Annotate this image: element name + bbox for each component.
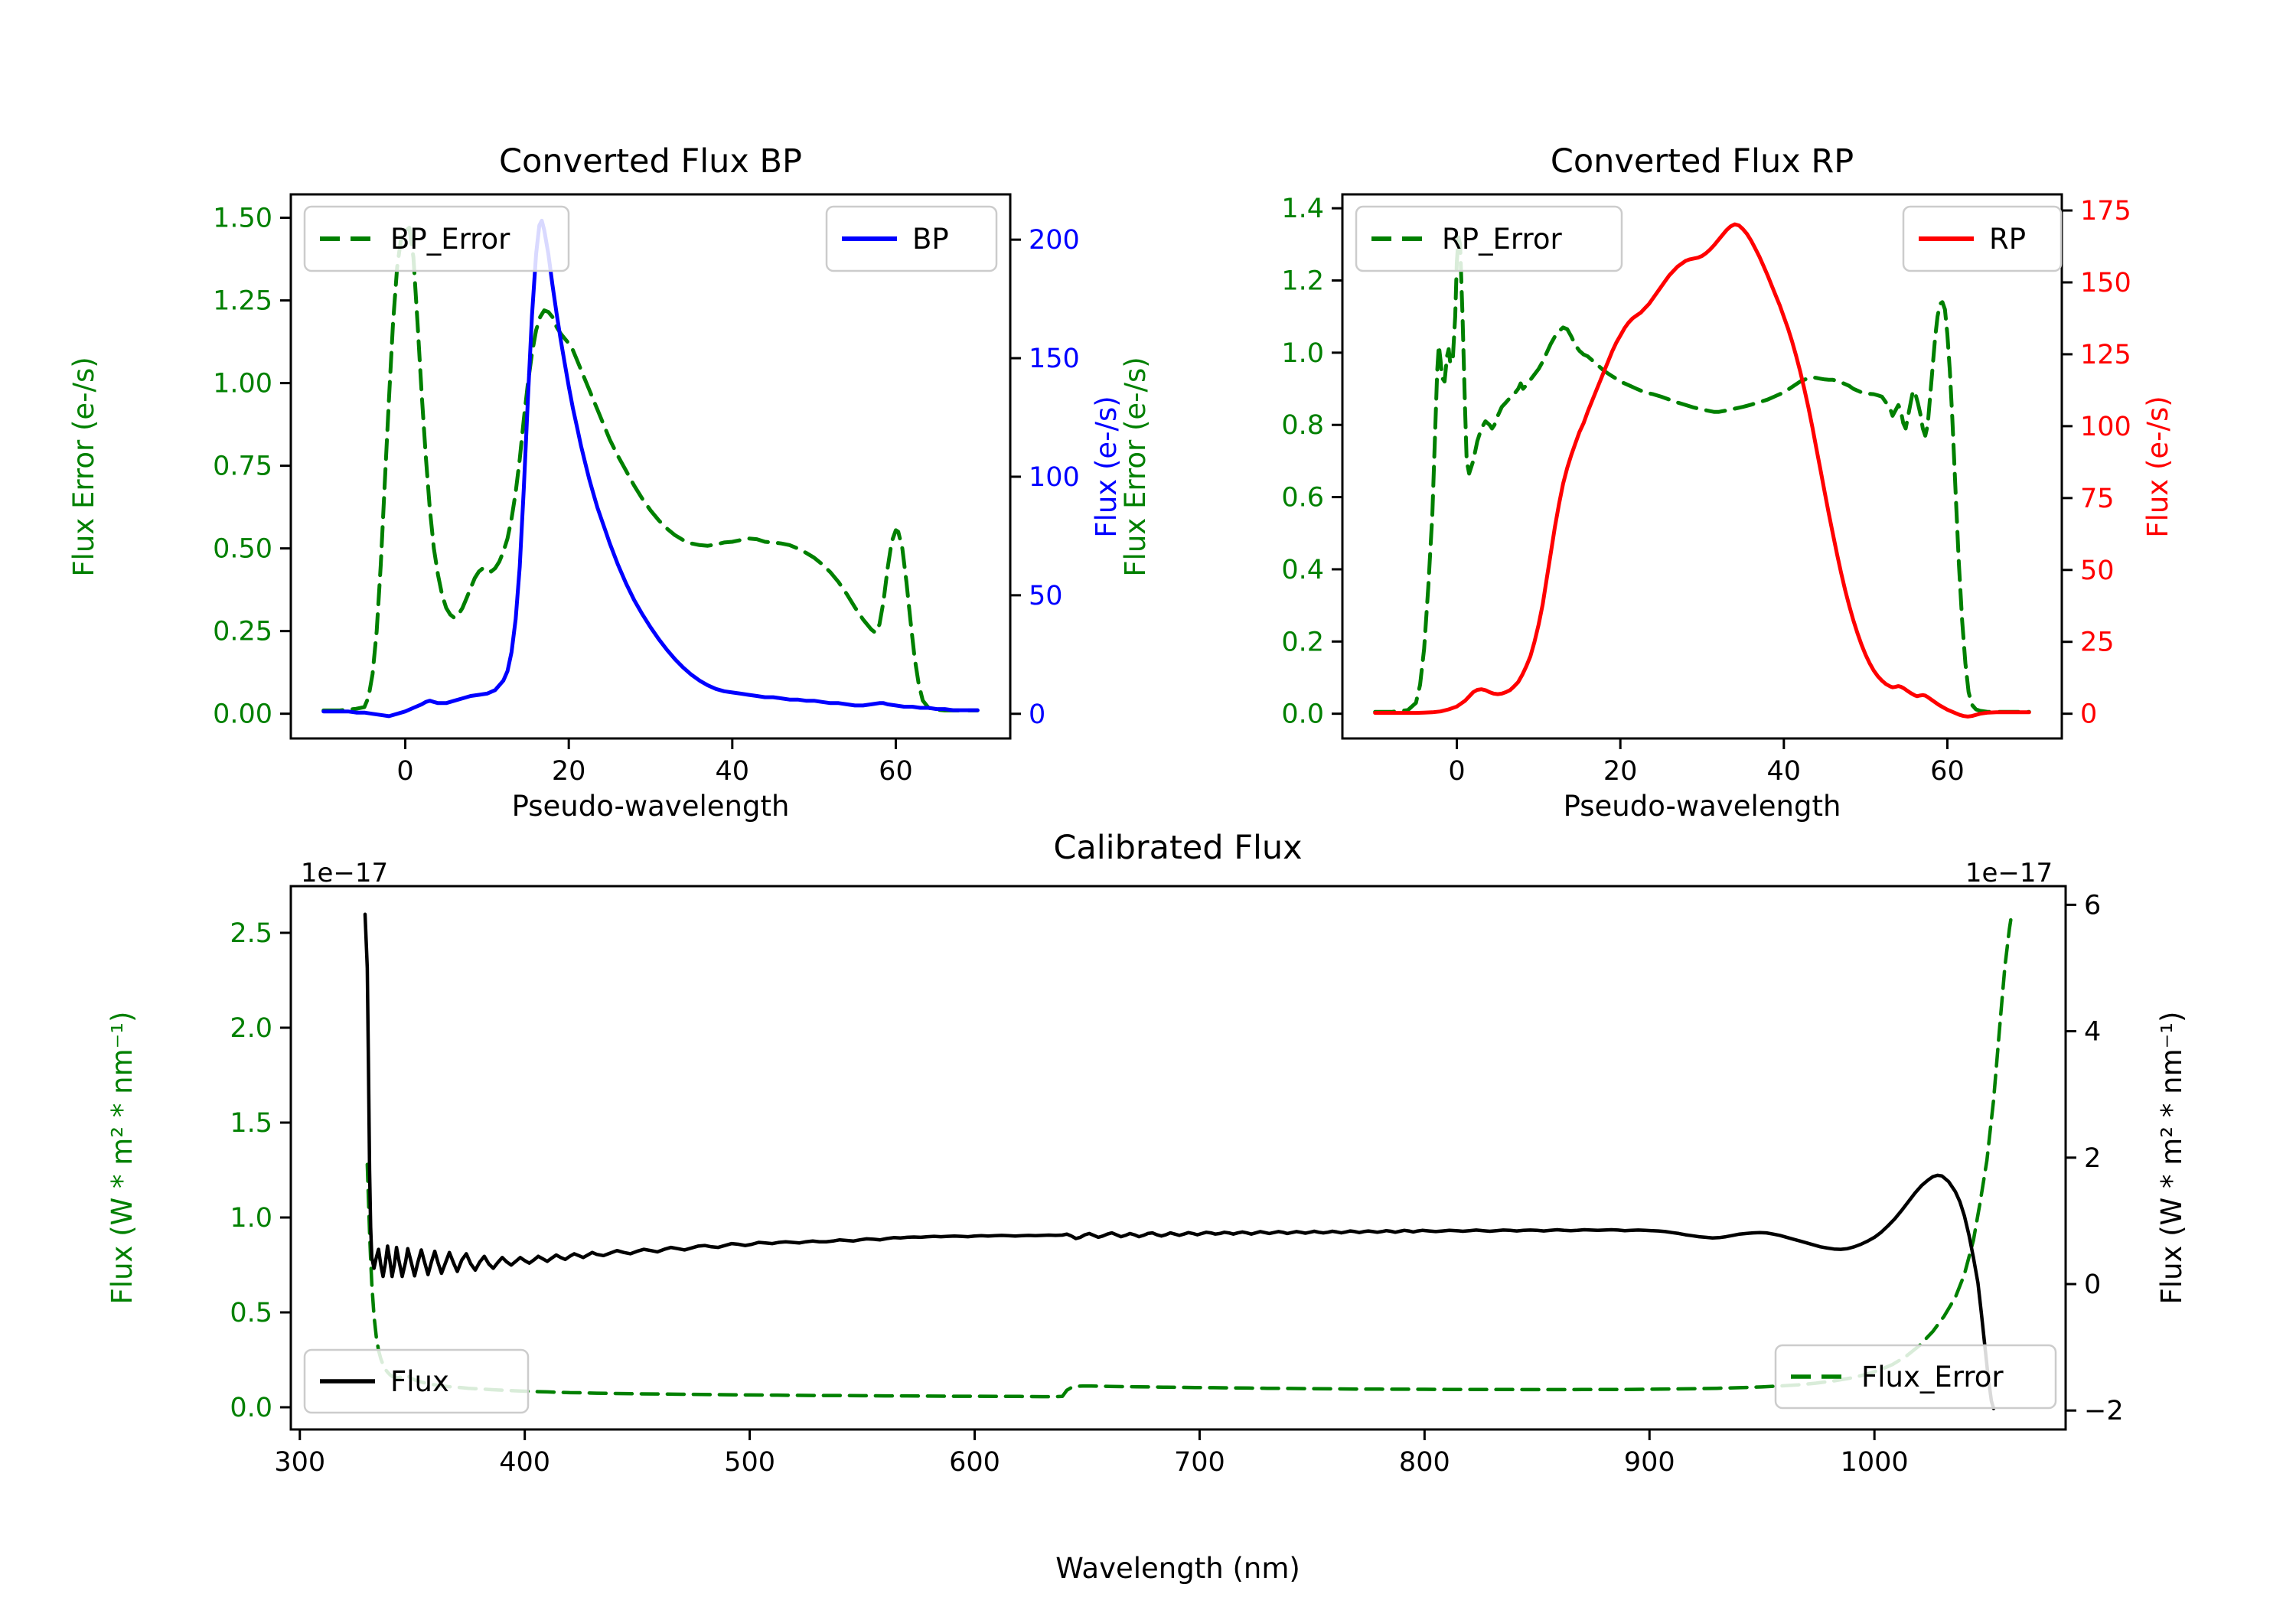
cal-left-tick-label-2: 1.0 — [230, 1203, 272, 1234]
bp-legend-bp: BP — [825, 205, 998, 272]
chart-rp: 0 20 40 60 0.0 0.2 0.4 0.6 0.8 1.0 1.2 1.4 0 25 50 75 10… — [1281, 193, 2131, 787]
bp-left-tick-label-6: 1.50 — [213, 204, 272, 234]
bp-right-tick-label-2: 100 — [1029, 462, 1080, 493]
bp-bp-line — [321, 218, 980, 719]
legend-box — [303, 1348, 530, 1414]
y-axis-label-left-calibrated: Flux (W * m² * nm⁻¹) — [106, 1012, 139, 1305]
chart-title-bp: Converted Flux BP — [499, 142, 802, 181]
legend-label: BP_Error — [390, 223, 510, 256]
rp-x-tick-label-1: 20 — [1603, 756, 1638, 787]
rp-right-tick-label-4: 100 — [2080, 412, 2131, 442]
x-axis-label-bp: Pseudo-wavelength — [512, 790, 790, 823]
cal-left-tick-label-0: 0.0 — [230, 1393, 272, 1423]
cal-x-tick-label-4: 700 — [1174, 1447, 1225, 1478]
rp-left-tick-label-1: 0.2 — [1281, 627, 1324, 657]
bp-legend-bp-error: BP_Error — [303, 205, 570, 272]
rp-rp-error-line — [1373, 235, 2031, 714]
y-axis-label-left-bp: Flux Error (e-/s) — [67, 357, 100, 576]
legend-box — [1355, 205, 1623, 272]
rp-x-tick-label-2: 40 — [1767, 756, 1802, 787]
cal-x-tick-label-5: 800 — [1399, 1447, 1450, 1478]
rp-left-tick-label-4: 0.8 — [1281, 410, 1324, 441]
bp-right-tick-label-4: 200 — [1029, 225, 1080, 256]
cal-right-tick-label-1: 0 — [2084, 1270, 2101, 1300]
y-axis-label-right-rp: Flux (e-/s) — [2141, 396, 2174, 537]
rp-right-tick-label-5: 125 — [2080, 340, 2131, 370]
bp-right-tick-label-0: 0 — [1029, 699, 1045, 730]
bp-left-tick-label-4: 1.00 — [213, 369, 272, 399]
plots-layer: 0 20 40 600.000.250.500.751.001.251.5005010… — [213, 193, 2131, 1478]
cal-x-tick-label-7: 1000 — [1841, 1447, 1909, 1478]
cal-x-tick-label-1: 400 — [499, 1447, 550, 1478]
chart-bp: 0 20 40 60 0.00 0.25 0.50 0.75 1.00 1.25 1.50 0 50 10… — [213, 193, 1080, 787]
bp-left-tick-label-0: 0.00 — [213, 699, 272, 730]
bp-left-tick-label-2: 0.50 — [213, 534, 272, 565]
bp-right-tick-label-1: 50 — [1029, 581, 1063, 611]
bp-x-tick-label-1: 20 — [552, 756, 586, 787]
rp-right-tick-label-3: 75 — [2080, 484, 2115, 514]
rp-right-tick-label-2: 50 — [2080, 556, 2115, 586]
rp-legend-rp-error: RP_Error — [1355, 205, 1623, 272]
bp-x-tick-label-3: 60 — [879, 756, 913, 787]
cal-flux-line — [363, 912, 1996, 1410]
rp-x-tick-label-0: 0 — [1448, 756, 1465, 787]
cal-right-tick-label-4: 6 — [2084, 890, 2101, 921]
offset-text-left-calibrated: 1e−17 — [301, 858, 388, 888]
bp-right-tick-label-3: 150 — [1029, 344, 1080, 374]
cal-x-tick-label-6: 900 — [1624, 1447, 1675, 1478]
chart-title-rp: Converted Flux RP — [1551, 142, 1854, 181]
bp-left-tick-label-3: 0.75 — [213, 451, 272, 482]
cal-x-tick-label-0: 300 — [274, 1447, 325, 1478]
cal-right-tick-label-3: 4 — [2084, 1017, 2101, 1048]
bp-left-tick-label-1: 0.25 — [213, 617, 272, 647]
cal-x-tick-label-3: 600 — [949, 1447, 1000, 1478]
chart-title-calibrated: Calibrated Flux — [1053, 829, 1302, 867]
legend-box — [1902, 205, 2063, 272]
y-axis-label-right-calibrated: Flux (W * m² * nm⁻¹) — [2155, 1012, 2188, 1305]
rp-left-tick-label-5: 1.0 — [1281, 338, 1324, 369]
cal-legend-flux: Flux — [303, 1348, 530, 1414]
rp-legend-rp: RP — [1902, 205, 2063, 272]
cal-right-tick-label-0: −2 — [2084, 1396, 2124, 1426]
legend-box — [303, 205, 570, 272]
chart-cal: 300 400 500 600 700 800 900 1000 0.0 0.5 1.0 1.5 2.0… — [230, 885, 2124, 1478]
x-axis-label-calibrated: Wavelength (nm) — [1055, 1552, 1300, 1585]
x-axis-label-rp: Pseudo-wavelength — [1564, 790, 1841, 823]
rp-right-tick-label-1: 25 — [2080, 627, 2115, 658]
bp-x-tick-label-2: 40 — [716, 756, 750, 787]
rp-left-tick-label-0: 0.0 — [1281, 699, 1324, 730]
rp-right-tick-label-6: 150 — [2080, 268, 2131, 298]
cal-left-tick-label-3: 1.5 — [230, 1108, 272, 1139]
bp-bp-error-line — [321, 226, 980, 712]
cal-right-tick-label-2: 2 — [2084, 1143, 2101, 1174]
rp-left-tick-label-2: 0.4 — [1281, 555, 1324, 585]
rp-right-tick-label-7: 175 — [2080, 196, 2131, 227]
legend-label: RP — [1989, 223, 2026, 256]
rp-right-tick-label-0: 0 — [2080, 699, 2097, 730]
legend-label: RP_Error — [1442, 223, 1562, 256]
cal-left-tick-label-5: 2.5 — [230, 918, 272, 949]
offset-text-right-calibrated: 1e−17 — [1965, 858, 2053, 888]
rp-left-tick-label-3: 0.6 — [1281, 483, 1324, 513]
rp-left-tick-label-7: 1.4 — [1281, 194, 1324, 224]
rp-x-tick-label-3: 60 — [1930, 756, 1965, 787]
rp-rp-line — [1373, 222, 2031, 719]
y-axis-label-left-rp: Flux Error (e-/s) — [1119, 357, 1152, 576]
legend-label: BP — [912, 223, 949, 256]
cal-left-tick-label-4: 2.0 — [230, 1013, 272, 1044]
cal-x-tick-label-2: 500 — [724, 1447, 775, 1478]
cal-legend-flux-error: Flux_Error — [1774, 1344, 2057, 1410]
legend-label: Flux — [390, 1365, 449, 1398]
legend-box — [1774, 1344, 2057, 1410]
rp-plot-frame — [1341, 193, 2063, 740]
bp-left-tick-label-5: 1.25 — [213, 286, 272, 317]
rp-left-tick-label-6: 1.2 — [1281, 266, 1324, 297]
legend-box — [825, 205, 998, 272]
cal-left-tick-label-1: 0.5 — [230, 1298, 272, 1328]
legend-label: Flux_Error — [1861, 1361, 2004, 1393]
bp-x-tick-label-0: 0 — [396, 756, 413, 787]
y-axis-label-right-bp: Flux (e-/s) — [1090, 396, 1123, 537]
